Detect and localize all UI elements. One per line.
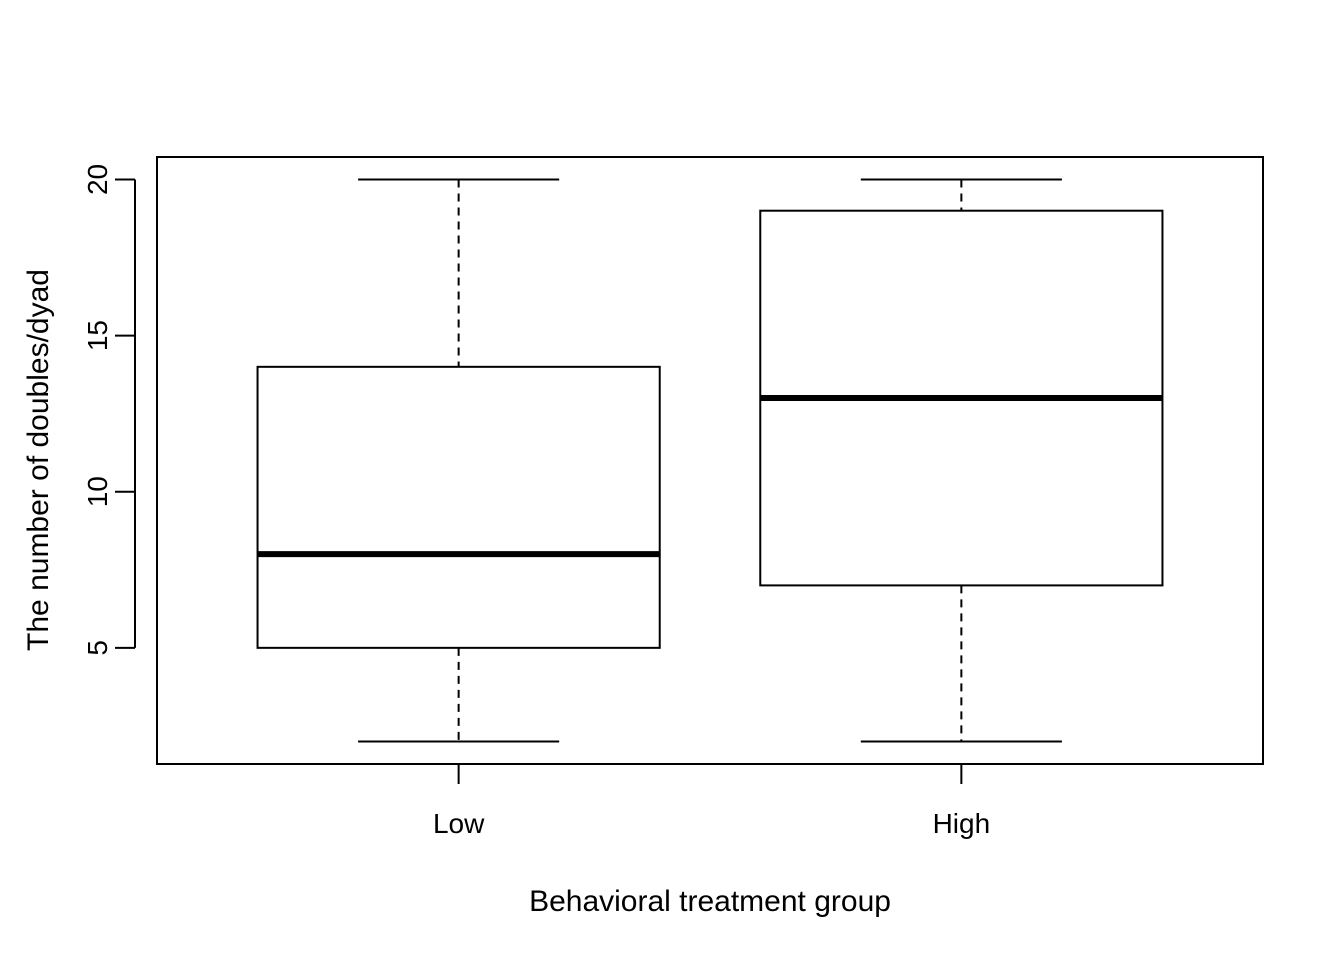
y-axis: 5 10 15 20 xyxy=(82,164,136,656)
x-axis-label: Behavioral treatment group xyxy=(529,885,891,918)
box-high xyxy=(759,178,1164,743)
iqr-box xyxy=(256,365,661,649)
y-axis-label: The number of doubles/dyad xyxy=(22,269,55,651)
x-tick-label: Low xyxy=(433,808,485,839)
plot-area-frame xyxy=(156,156,1264,765)
y-tick-label: 5 xyxy=(82,640,113,656)
box-low xyxy=(256,178,661,743)
y-tick-label: 20 xyxy=(82,164,113,195)
y-tick-label: 10 xyxy=(82,476,113,507)
x-axis: Low High xyxy=(433,764,990,839)
boxes xyxy=(256,178,1164,743)
x-tick-label: High xyxy=(933,808,991,839)
y-tick-label: 15 xyxy=(82,320,113,351)
